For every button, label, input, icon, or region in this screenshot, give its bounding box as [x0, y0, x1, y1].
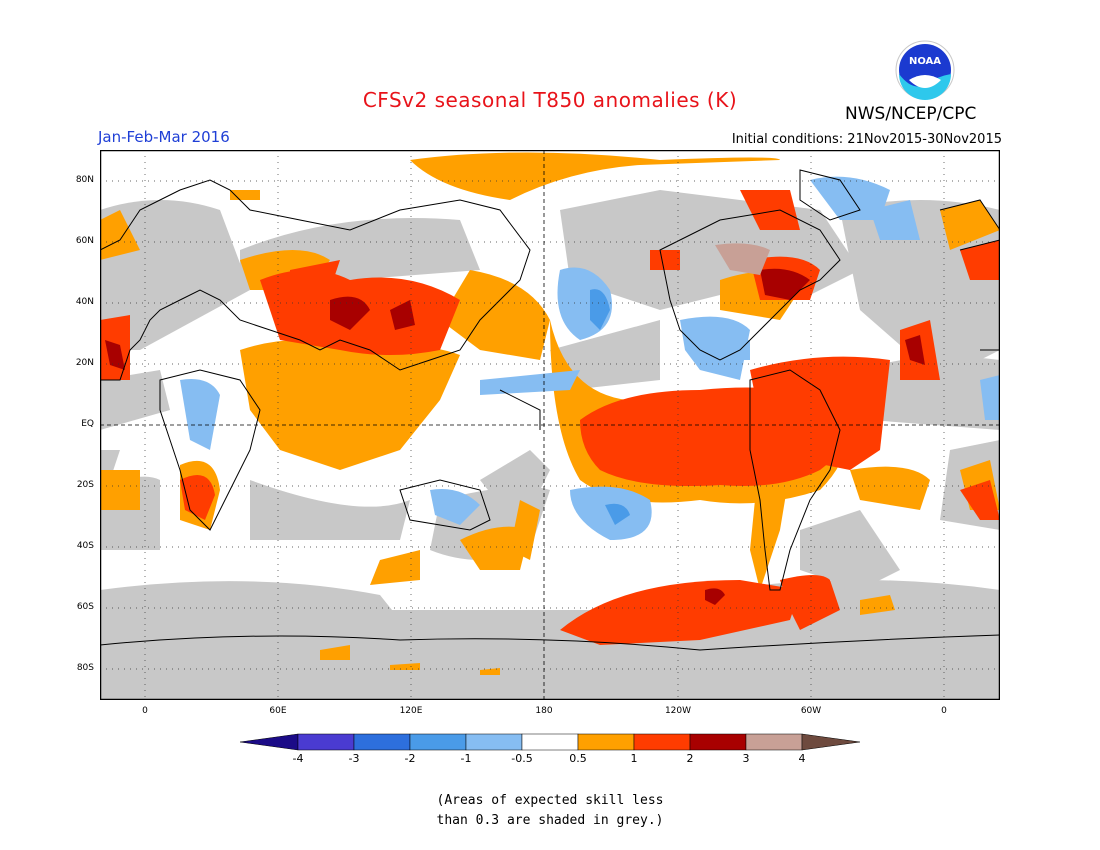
lat-label: 80S: [76, 663, 94, 673]
season-label: Jan-Feb-Mar 2016: [98, 128, 230, 146]
lon-label: 120E: [399, 706, 423, 716]
lon-label: 0: [142, 706, 148, 716]
anomaly-3-to-4-areas: [715, 243, 770, 275]
lat-label: 40S: [76, 541, 94, 551]
color-bar-label: 1: [630, 752, 638, 765]
color-bar-swatch: [633, 733, 691, 751]
skill-note-line-2: than 0.3 are shaded in grey.): [436, 813, 664, 828]
anomaly-neg1-to-neg0-5-areas: [180, 176, 1000, 540]
lat-label: 80N: [75, 175, 94, 185]
color-bar-swatch: [577, 733, 635, 751]
lat-label: EQ: [81, 419, 94, 429]
lon-label: 0: [941, 706, 947, 716]
color-bar-label: -1: [460, 752, 472, 765]
agency-label: NWS/NCEP/CPC: [845, 104, 977, 124]
color-bar-swatch: [240, 733, 299, 751]
color-bar-swatch: [521, 733, 579, 751]
lon-label: 60W: [800, 706, 822, 716]
lon-label: 60E: [269, 706, 287, 716]
color-bar-swatch: [353, 733, 411, 751]
map-title: CFSv2 seasonal T850 anomalies (K): [362, 88, 738, 112]
skill-note-line-1: (Areas of expected skill less: [436, 793, 664, 808]
lat-label: 60N: [75, 236, 94, 246]
color-bar-label: 4: [798, 752, 806, 765]
color-bar: [240, 733, 861, 751]
noaa-logo: NOAA: [895, 40, 955, 100]
equator-and-dateline: [100, 150, 1000, 700]
color-bar-swatch: [297, 733, 355, 751]
color-bar-label: -0.5: [511, 752, 533, 765]
color-bar-swatch: [801, 733, 861, 751]
lat-label: 60S: [76, 602, 94, 612]
color-bar-label: 0.5: [569, 752, 587, 765]
graticule: [100, 150, 1000, 700]
color-bar-swatch: [689, 733, 747, 751]
initial-conditions-label: Initial conditions: 21Nov2015-30Nov2015: [731, 132, 1002, 147]
color-bar-swatch: [745, 733, 803, 751]
lat-label: 20S: [76, 480, 94, 490]
color-bar-label: -3: [348, 752, 360, 765]
svg-text:NOAA: NOAA: [909, 56, 941, 67]
color-bar-label: -2: [404, 752, 416, 765]
map-frame: [100, 150, 1000, 700]
lat-label: 40N: [75, 297, 94, 307]
t850-anomaly-map: [100, 150, 1000, 700]
color-bar-label: 3: [742, 752, 750, 765]
color-bar-label: 2: [686, 752, 694, 765]
coastlines: [100, 169, 1000, 651]
color-bar-swatch: [409, 733, 467, 751]
anomaly-neg2-to-neg1-areas: [590, 289, 630, 525]
lat-label: 20N: [75, 358, 94, 368]
lon-label: 180: [535, 706, 553, 716]
color-bar-label: -4: [292, 752, 304, 765]
lon-label: 120W: [664, 706, 692, 716]
color-bar-swatch: [465, 733, 523, 751]
